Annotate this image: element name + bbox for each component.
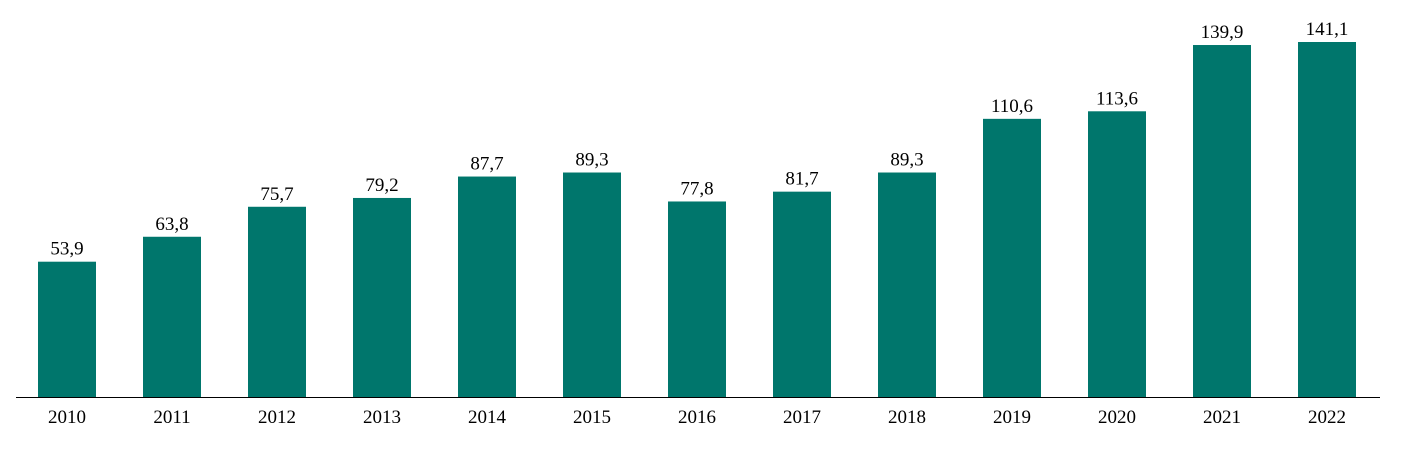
x-tick-label-2014: 2014: [468, 407, 507, 428]
value-label-2021: 139,9: [1201, 22, 1244, 43]
value-label-2016: 77,8: [680, 178, 713, 199]
bar-2015: [563, 172, 621, 398]
value-label-2020: 113,6: [1096, 88, 1138, 109]
x-tick-label-2019: 2019: [993, 407, 1031, 428]
x-tick-label-2021: 2021: [1203, 407, 1241, 428]
x-tick-label-2020: 2020: [1098, 407, 1136, 428]
value-label-2018: 89,3: [890, 150, 923, 171]
bar-2012: [248, 206, 306, 398]
x-tick-label-2022: 2022: [1308, 407, 1346, 428]
bar-2010: [38, 261, 96, 398]
x-tick-label-2010: 2010: [48, 407, 86, 428]
value-label-2013: 79,2: [365, 175, 398, 196]
bar-2022: [1298, 42, 1356, 398]
x-tick-label-2016: 2016: [678, 407, 716, 428]
bar-2021: [1193, 45, 1251, 398]
value-label-2017: 81,7: [785, 169, 818, 190]
value-label-2010: 53,9: [50, 239, 83, 260]
bar-2020: [1088, 111, 1146, 398]
bar-2019: [983, 118, 1041, 398]
x-tick-label-2013: 2013: [363, 407, 401, 428]
bars-group: [38, 42, 1356, 398]
value-label-2012: 75,7: [260, 184, 293, 205]
x-tick-label-2018: 2018: [888, 407, 926, 428]
value-label-2011: 63,8: [155, 214, 188, 235]
x-tick-label-2011: 2011: [153, 407, 190, 428]
bar-2011: [143, 236, 201, 398]
x-tick-label-2012: 2012: [258, 407, 296, 428]
value-label-2022: 141,1: [1306, 19, 1349, 40]
bar-2016: [668, 201, 726, 398]
bar-2017: [773, 191, 831, 398]
bar-2013: [353, 197, 411, 398]
value-label-2019: 110,6: [991, 96, 1033, 117]
value-label-2014: 87,7: [470, 154, 503, 175]
x-tick-label-2015: 2015: [573, 407, 611, 428]
value-labels-group: 53,9 63,8 75,7 79,2 87,7 89,3 77,8 81,7 89,3 110,…: [50, 19, 1348, 260]
bar-2014: [458, 176, 516, 398]
x-tick-labels-group: 2010 2011 2012 2013 2014 2015 2016 2017 2018 2019…: [48, 407, 1346, 428]
bar-2018: [878, 172, 936, 398]
value-label-2015: 89,3: [575, 150, 608, 171]
x-tick-label-2017: 2017: [783, 407, 821, 428]
